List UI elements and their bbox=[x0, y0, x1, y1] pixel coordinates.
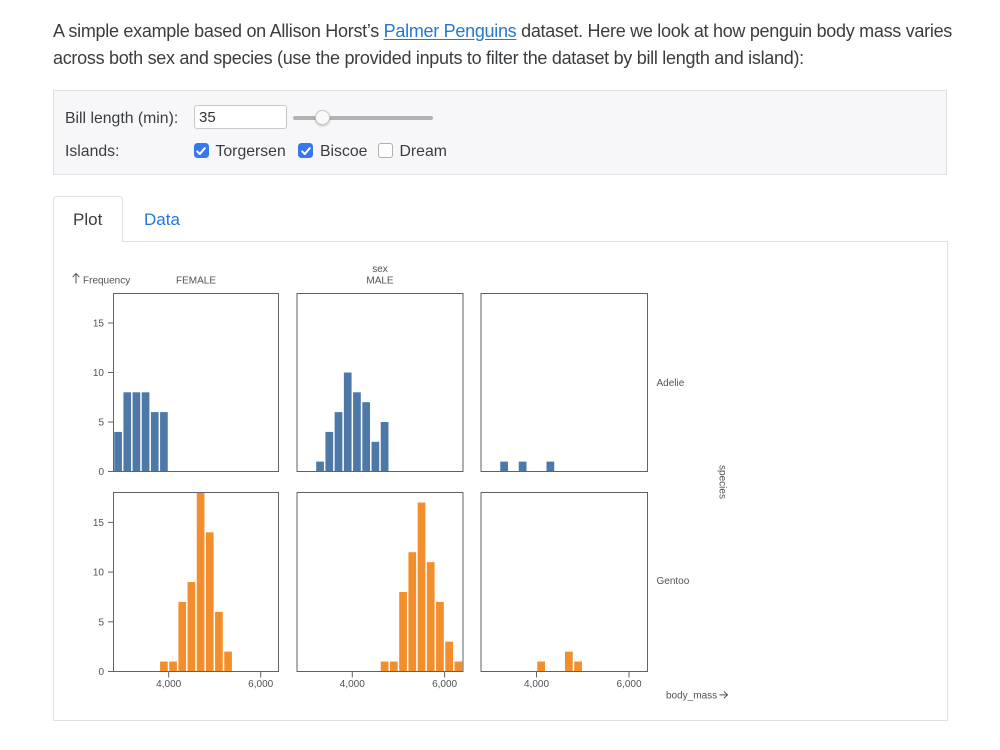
svg-text:4,000: 4,000 bbox=[524, 679, 549, 690]
svg-text:6,000: 6,000 bbox=[248, 679, 273, 690]
svg-text:0: 0 bbox=[98, 667, 104, 678]
svg-text:5: 5 bbox=[98, 418, 104, 429]
svg-text:sex: sex bbox=[372, 264, 388, 275]
svg-text:15: 15 bbox=[93, 518, 105, 529]
svg-text:4,000: 4,000 bbox=[340, 679, 365, 690]
svg-text:Gentoo: Gentoo bbox=[657, 576, 690, 587]
svg-text:Adelie: Adelie bbox=[657, 378, 685, 389]
svg-text:body_mass: body_mass bbox=[666, 691, 717, 702]
svg-text:6,000: 6,000 bbox=[432, 679, 457, 690]
svg-text:10: 10 bbox=[93, 368, 105, 379]
svg-text:4,000: 4,000 bbox=[156, 679, 181, 690]
svg-text:species: species bbox=[717, 465, 728, 499]
svg-text:MALE: MALE bbox=[366, 276, 394, 287]
svg-text:0: 0 bbox=[98, 467, 104, 478]
svg-text:FEMALE: FEMALE bbox=[176, 276, 216, 287]
svg-text:15: 15 bbox=[93, 319, 105, 330]
svg-text:6,000: 6,000 bbox=[616, 679, 641, 690]
svg-text:Frequency: Frequency bbox=[83, 276, 130, 287]
svg-text:5: 5 bbox=[98, 617, 104, 628]
svg-text:10: 10 bbox=[93, 568, 105, 579]
